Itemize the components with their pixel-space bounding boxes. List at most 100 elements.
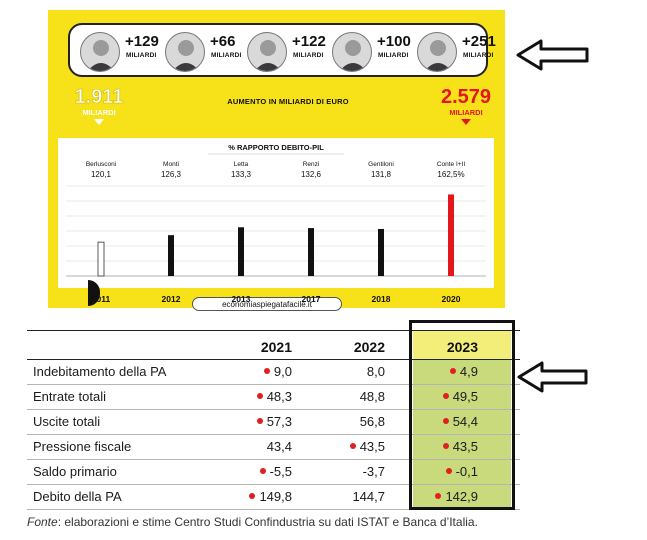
red-dot-icon [445,468,452,474]
prime-ministers-strip: +129 MILIARDI +66 MILIARDI +122 MILIARDI +100 M… [68,23,496,77]
cell-value: 48,8 [359,389,385,404]
table-cell: 8,0 [305,364,385,379]
face-unit: MILIARDI [293,52,324,59]
red-dot-icon [349,443,356,449]
leader-label: Monti [163,161,179,168]
value-label: 131,8 [371,170,392,179]
value-label: 120,1 [91,170,112,179]
table-cell: 49,5 [398,389,478,404]
chart-title: % RAPPORTO DEBITO-PIL [228,143,324,152]
face-increase: +122 [292,33,326,50]
debt-gdp-chart-svg: % RAPPORTO DEBITO-PIL Berlusconi 120,1 Mont… [66,143,486,277]
red-dot-icon [435,493,442,499]
bar [448,194,454,276]
cell-value: 54,4 [452,414,478,429]
red-dot-icon [442,393,449,399]
table-row: Debito della PA 149,8 144,7 142,9 [27,485,520,510]
cell-value: 49,5 [452,389,478,404]
red-dot-icon [263,368,270,374]
decorative-shape [88,280,100,306]
table-cell: 4,9 [398,364,478,379]
portrait-icon [417,32,457,72]
portrait-icon [80,32,120,72]
table-row: Pressione fiscale 43,4 43,5 43,5 [27,435,520,460]
down-triangle-icon [461,119,471,125]
column-header: 2021 [260,339,292,355]
cell-value: 142,9 [445,489,478,504]
table-row: Indebitamento della PA 9,0 8,0 4,9 [27,360,520,385]
cell-value: 43,4 [266,439,292,454]
leader-label: Berlusconi [86,161,116,168]
table-header: 2021 2022 2023 [27,330,520,360]
row-label: Entrate totali [33,389,106,404]
table-cell: 57,3 [212,414,292,429]
value-label: 162,5% [437,170,464,179]
portrait-icon [247,32,287,72]
table-row: Entrate totali 48,3 48,8 49,5 [27,385,520,410]
red-dot-icon [449,368,456,374]
total-start-unit: MILIARDI [82,108,116,117]
face-increase: +100 [377,33,411,50]
cell-value: 56,8 [359,414,385,429]
red-dot-icon [259,468,266,474]
portrait-icon [165,32,205,72]
table-cell: 48,8 [305,389,385,404]
cell-value: 149,8 [259,489,292,504]
row-label: Uscite totali [33,414,101,429]
cell-value: 4,9 [459,364,478,379]
value-label: 132,6 [301,170,322,179]
face-increase: +129 [125,33,159,50]
row-label: Saldo primario [33,464,117,479]
portrait-icon [332,32,372,72]
leader-label: Conte I+II [437,161,466,168]
x-tick-label: 2017 [301,294,321,304]
increase-title: AUMENTO IN MILIARDI DI EURO [227,97,349,106]
face-increase: +66 [210,33,236,50]
total-end: 2.579 MILIARDI [430,86,502,125]
row-label: Pressione fiscale [33,439,132,454]
source-note: Fonte: elaborazioni e stime Centro Studi… [27,515,478,529]
face-unit: MILIARDI [126,52,157,59]
bar [308,228,314,276]
table-cell: 43,4 [212,439,292,454]
face-increase: +251 [462,33,496,50]
source-prefix: Fonte [27,515,58,529]
leader-label: Renzi [303,161,320,168]
leader-label: Gentiloni [368,161,394,168]
watermark: economiaspiegatafacile.it [192,297,342,311]
table-cell: 142,9 [398,489,478,504]
x-tick-label: 2012 [161,294,181,304]
total-start-value: 1.911 [74,86,124,109]
red-dot-icon [442,443,449,449]
bar [378,228,384,276]
highlight-header-2023 [413,330,511,360]
table-cell: 144,7 [305,489,385,504]
table-cell: -5,5 [212,464,292,479]
row-label: Debito della PA [33,489,122,504]
left-arrow-icon [516,39,589,71]
column-header: 2023 [446,339,478,355]
x-tick-label: 2011 [91,294,111,304]
x-tick-label: 2013 [231,294,251,304]
total-start: 1.911 MILIARDI [64,86,134,125]
red-dot-icon [256,418,263,424]
table-cell: 149,8 [212,489,292,504]
left-arrow-icon [517,361,588,393]
table-row: Saldo primario -5,5 -3,7 -0,1 [27,460,520,485]
table-cell: -0,1 [398,464,478,479]
face-unit: MILIARDI [211,52,242,59]
cell-value: 57,3 [266,414,292,429]
cell-value: 48,3 [266,389,292,404]
cell-value: -5,5 [269,464,292,479]
cell-value: 144,7 [352,489,385,504]
total-end-unit: MILIARDI [449,108,483,117]
table-cell: 54,4 [398,414,478,429]
red-dot-icon [256,393,263,399]
debt-infographic: +129 MILIARDI +66 MILIARDI +122 MILIARDI +100 M… [48,10,505,311]
value-label: 126,3 [161,170,182,179]
cell-value: 9,0 [273,364,292,379]
row-label: Indebitamento della PA [33,364,167,379]
table-cell: 43,5 [398,439,478,454]
bar [238,227,244,276]
table-cell: -3,7 [305,464,385,479]
